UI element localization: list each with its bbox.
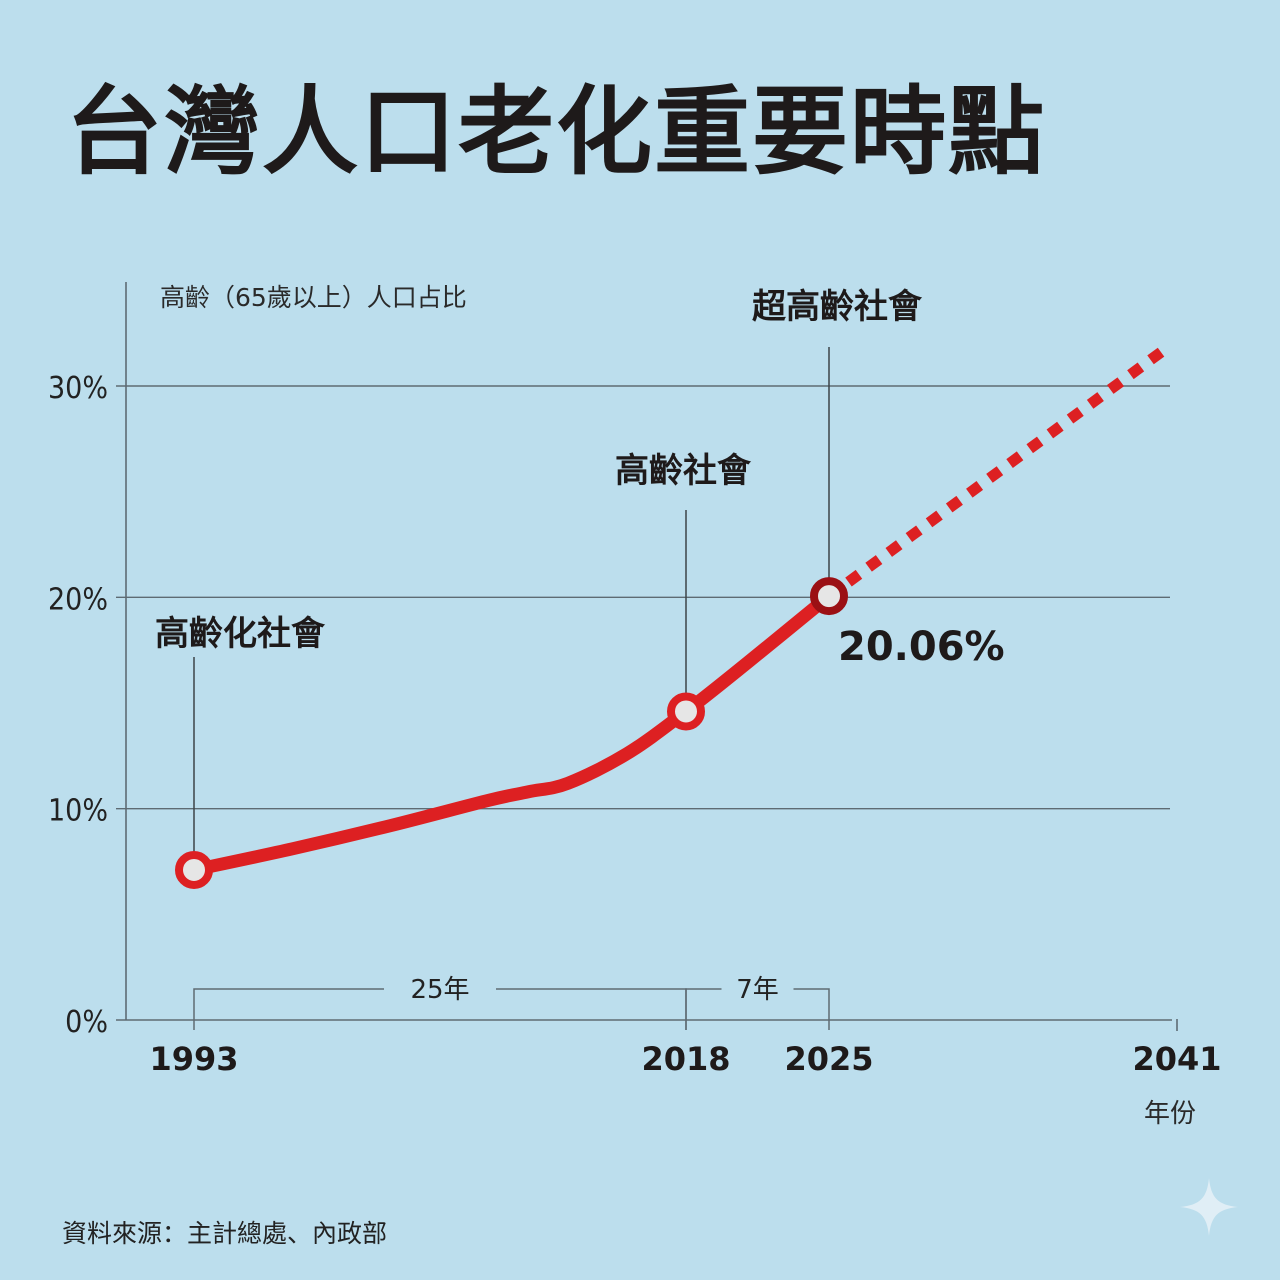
milestone-label: 高齡化社會	[155, 614, 326, 654]
actual-line	[187, 589, 836, 877]
sparkle-icon	[1180, 1178, 1238, 1236]
y-axis-ticks: 0% 10% 20% 30%	[48, 371, 108, 1040]
milestone-label: 超高齡社會	[752, 287, 923, 327]
x-tick-label: 2041	[1132, 1040, 1221, 1078]
span-label: 25年	[410, 975, 469, 1005]
milestone-markers	[175, 577, 848, 889]
x-axis-title: 年份	[1144, 1099, 1196, 1129]
x-tick-label: 2025	[784, 1040, 873, 1078]
span-label: 7年	[736, 975, 779, 1005]
x-axis-ticks: 1993 2018 2025 2041	[149, 1019, 1222, 1078]
milestone-value-label: 20.06%	[838, 624, 1005, 670]
x-tick-label: 2018	[641, 1040, 730, 1078]
chart-title: 台灣人口老化重要時點	[66, 76, 1046, 188]
y-axis-title: 高齡（65歲以上）人口占比	[160, 283, 467, 312]
milestone-connectors	[193, 347, 830, 856]
milestone-marker	[667, 692, 705, 731]
y-tick-label: 30%	[48, 371, 108, 406]
y-tick-label: 0%	[65, 1005, 108, 1040]
projection-line	[845, 344, 1169, 587]
y-tick-label: 10%	[48, 794, 108, 829]
span-annotations: 25年 7年	[193, 975, 830, 1030]
span-bracket	[685, 988, 830, 1030]
data-series	[187, 344, 1169, 877]
milestone-label: 高齡社會	[615, 451, 752, 491]
data-source-note: 資料來源：主計總處、內政部	[62, 1219, 388, 1248]
y-tick-label: 20%	[48, 582, 108, 617]
milestone-marker	[175, 850, 213, 889]
gridlines	[116, 385, 1170, 810]
milestone-marker	[810, 577, 848, 616]
milestone-labels: 高齡化社會 高齡社會 超高齡社會 20.06%	[155, 287, 1005, 670]
x-tick-label: 1993	[149, 1040, 238, 1078]
